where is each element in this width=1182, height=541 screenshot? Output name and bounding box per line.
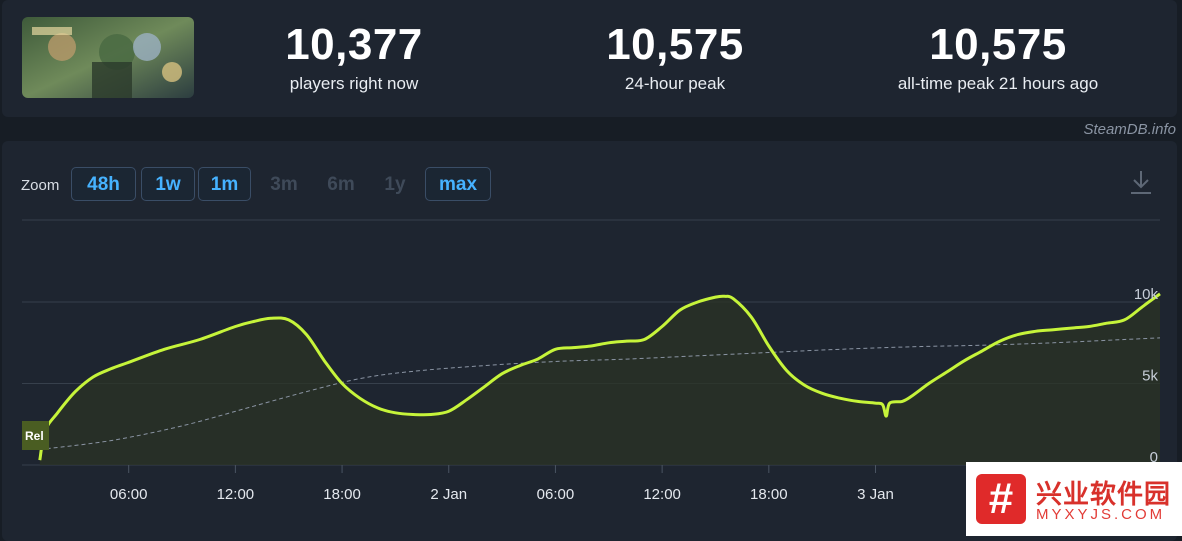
- zoom-3m-button: 3m: [270, 174, 298, 195]
- zoom-1w-button[interactable]: 1w: [141, 167, 195, 201]
- zoom-1m-button[interactable]: 1m: [198, 167, 251, 201]
- watermark-logo: #: [976, 474, 1026, 524]
- x-tick-label: 18:00: [750, 486, 788, 503]
- y-axis-ticks: 0 5k 10k: [1134, 286, 1159, 466]
- y-tick-label: 10k: [1134, 286, 1159, 303]
- watermark-en-text: MYXYJS.COM: [1036, 506, 1166, 523]
- all-time-peak-label: all-time peak 21 hours ago: [897, 74, 1099, 93]
- x-tick-label: 3 Jan: [857, 486, 894, 503]
- stats-header: 10,377 players right now 10,575 24-hour …: [2, 0, 1177, 117]
- current-players-value: 10,377: [285, 20, 423, 69]
- release-marker-box: [22, 421, 49, 450]
- stat-all-time-peak: 10,575 all-time peak 21 hours ago: [848, 20, 1148, 94]
- release-marker-label: Rel: [25, 429, 44, 443]
- download-icon[interactable]: [1129, 169, 1153, 200]
- stat-24h-peak: 10,575 24-hour peak: [525, 20, 825, 94]
- game-capsule-image[interactable]: [22, 17, 194, 98]
- y-tick-label: 0: [1150, 449, 1158, 466]
- capsule-art: [22, 17, 194, 98]
- watermark: # 兴业软件园 MYXYJS.COM: [966, 462, 1182, 536]
- current-players-label: players right now: [289, 74, 419, 93]
- zoom-1y-button: 1y: [384, 174, 406, 195]
- watermark-cn-text: 兴业软件园: [1036, 479, 1172, 509]
- x-tick-label: 12:00: [217, 486, 255, 503]
- zoom-48h-button[interactable]: 48h: [71, 167, 136, 201]
- zoom-max-button[interactable]: max: [425, 167, 491, 201]
- all-time-peak-value: 10,575: [929, 20, 1067, 69]
- peak-24h-label: 24-hour peak: [624, 74, 726, 93]
- y-tick-label: 5k: [1142, 368, 1158, 385]
- player-count-line: [38, 292, 1161, 461]
- x-axis-ticks: 06:00 12:00 18:00 2 Jan 06:00 12:00 18:00 3 Jan: [110, 465, 894, 503]
- x-tick-label: 2 Jan: [430, 486, 467, 503]
- trend-line: [39, 337, 1161, 450]
- x-tick-label: 06:00: [537, 486, 575, 503]
- player-count-area: [39, 293, 1160, 465]
- stat-current: 10,377 players right now: [204, 20, 504, 94]
- x-tick-label: 06:00: [110, 486, 148, 503]
- zoom-label: Zoom: [21, 177, 60, 194]
- steamdb-credit[interactable]: SteamDB.info: [1083, 121, 1176, 138]
- release-marker[interactable]: Rel: [22, 421, 49, 450]
- x-tick-label: 18:00: [323, 486, 361, 503]
- zoom-6m-button: 6m: [327, 174, 355, 195]
- peak-24h-value: 10,575: [606, 20, 744, 69]
- x-tick-label: 12:00: [643, 486, 681, 503]
